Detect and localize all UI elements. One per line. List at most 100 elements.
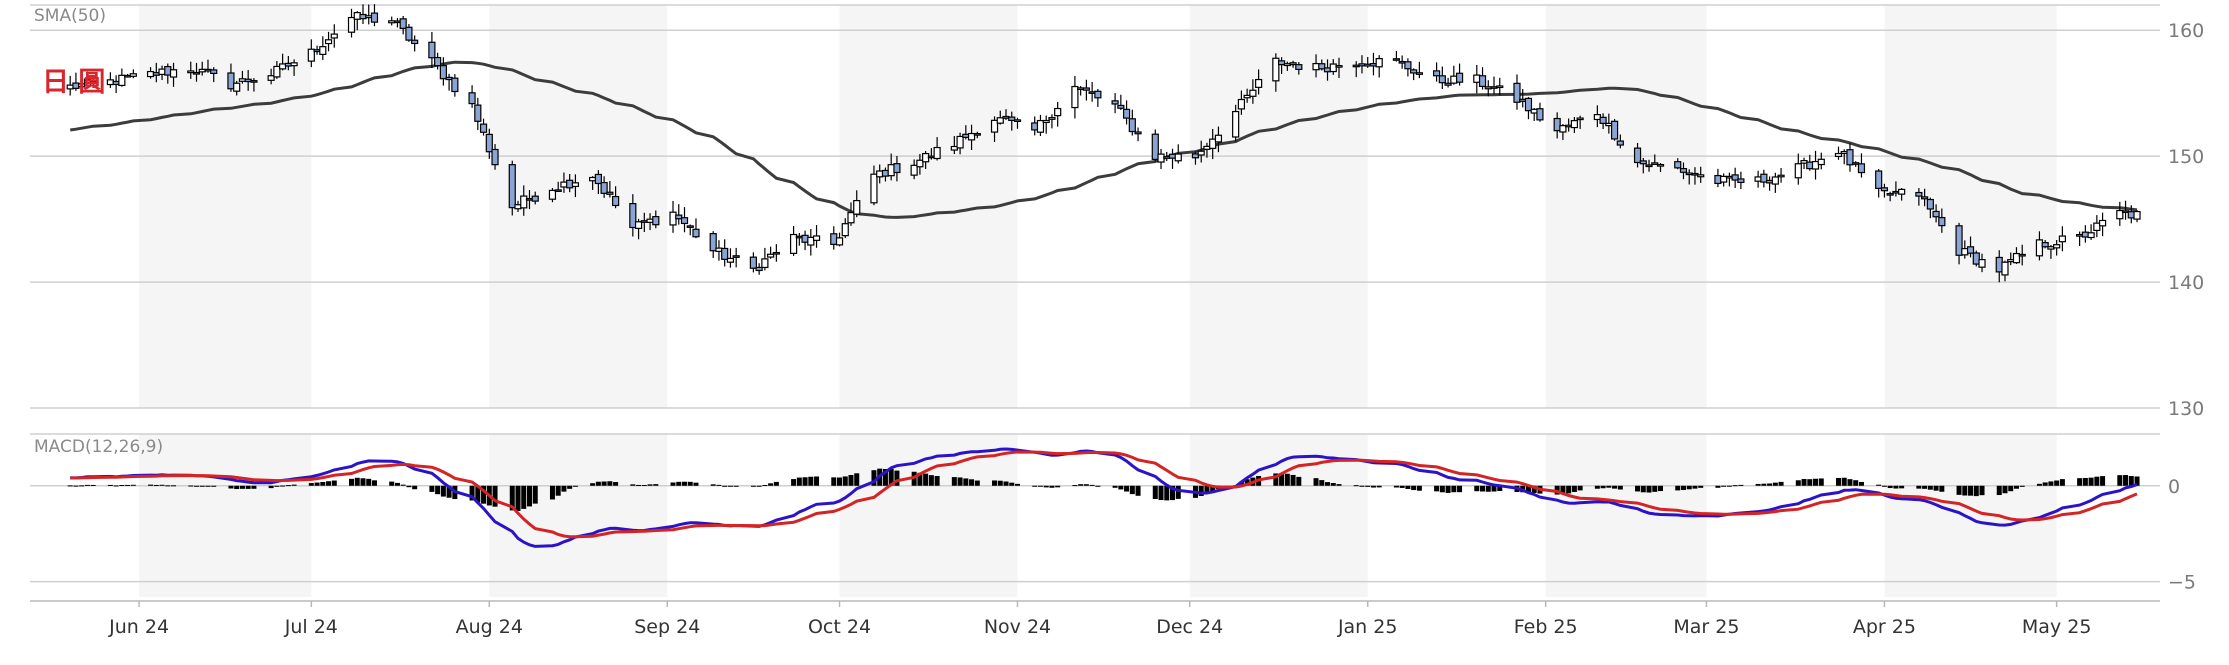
macd-histogram-bar [842, 476, 848, 486]
candle-body [967, 132, 976, 141]
candle [330, 24, 338, 48]
candle [1214, 126, 1223, 153]
candle-body [192, 71, 201, 75]
macd-histogram-bar [561, 485, 567, 492]
candle-body [1404, 61, 1412, 70]
candle-body [1243, 94, 1251, 99]
candle [1450, 65, 1458, 85]
candle-body [1415, 72, 1423, 75]
macd-histogram-bar [647, 484, 653, 486]
candle [1811, 150, 1820, 180]
candle [388, 16, 396, 26]
macd-histogram-bar [90, 484, 96, 486]
macd-histogram-bar [79, 485, 85, 487]
macd-histogram-bar [193, 485, 199, 487]
macd-histogram-bar [1078, 484, 1084, 486]
macd-histogram-bar [555, 485, 561, 496]
candle-body [1794, 163, 1802, 179]
macd-histogram-bar [1210, 485, 1216, 492]
candle-body [1955, 225, 1963, 256]
candle [1444, 77, 1452, 88]
macd-ytick-label: 0 [2168, 476, 2180, 498]
candle-body [772, 251, 780, 255]
candle-body [1771, 176, 1779, 185]
macd-histogram-bar [1330, 483, 1336, 486]
candle-body [606, 191, 614, 195]
candle [795, 232, 803, 246]
candle-body [2098, 219, 2107, 227]
macd-histogram-bar [710, 484, 716, 486]
candle [1295, 62, 1303, 75]
candle-body [1392, 58, 1401, 61]
macd-histogram-bar [1853, 480, 1859, 486]
candle-body [112, 80, 120, 86]
candle [1966, 236, 1975, 258]
macd-histogram-bar [1129, 485, 1135, 495]
candle-body [1565, 124, 1573, 128]
macd-histogram-bar [84, 484, 90, 486]
candle [1237, 90, 1246, 115]
candle-body [106, 79, 114, 86]
candle [89, 78, 97, 88]
candle [474, 97, 482, 131]
macd-histogram-bar [1376, 485, 1382, 488]
macd-histogram-bar [274, 485, 280, 487]
candle [669, 200, 677, 233]
candle-body [1203, 145, 1211, 150]
macd-histogram-bar [1922, 485, 1928, 489]
candle-body [1111, 100, 1119, 105]
month-bands [139, 5, 2057, 597]
macd-histogram-bar [1721, 485, 1727, 487]
candle [1111, 93, 1119, 114]
macd-histogram-bar [1152, 485, 1158, 500]
candle [233, 80, 241, 96]
candle-body [1553, 117, 1561, 132]
candle [479, 118, 488, 136]
candle-body [1433, 70, 1441, 77]
candle-body [956, 135, 964, 149]
candle-body [1410, 69, 1418, 74]
candle [789, 225, 798, 256]
candle [1633, 142, 1642, 168]
macd-histogram-bar [1571, 485, 1577, 492]
candle-body [1599, 116, 1607, 124]
candle-body [876, 170, 884, 178]
candle [571, 174, 580, 198]
candle [973, 131, 981, 139]
candle [250, 78, 258, 92]
candle [1972, 250, 1980, 267]
macd-histogram-bar [1652, 485, 1658, 492]
candle-body [129, 73, 137, 77]
x-tick-label: Nov 24 [984, 616, 1051, 638]
macd-histogram-bar [1968, 485, 1974, 496]
candle-body [554, 189, 562, 192]
candle-body [1450, 75, 1458, 84]
candle-body [893, 163, 901, 174]
candle-body [950, 145, 958, 151]
candle-body [2076, 233, 2084, 237]
macd-histogram-bar [928, 475, 934, 486]
candle-body [1082, 87, 1090, 91]
macd-histogram-bar [1726, 485, 1732, 487]
candle [1209, 128, 1217, 160]
candle-body [1117, 104, 1125, 109]
candle-body [560, 181, 568, 188]
candle [755, 263, 763, 275]
macd-histogram-bar [1927, 485, 1933, 490]
candle-body [1375, 58, 1383, 68]
candle [1576, 115, 1584, 129]
candle-body [1031, 122, 1039, 131]
macd-histogram-bar [526, 485, 532, 507]
price-ytick-label: 150 [2168, 146, 2204, 168]
macd-histogram-bar [406, 485, 412, 488]
macd-histogram-bar [1457, 485, 1463, 493]
candle-body [1352, 64, 1360, 68]
candle-body [1496, 85, 1504, 89]
candle-body [330, 33, 338, 39]
macd-histogram-bar [1434, 485, 1440, 492]
macd-histogram-bar [1491, 485, 1497, 492]
candle [1134, 127, 1142, 142]
candle-body [749, 256, 757, 269]
candle [1392, 51, 1401, 62]
macd-histogram-bar [1359, 485, 1365, 487]
